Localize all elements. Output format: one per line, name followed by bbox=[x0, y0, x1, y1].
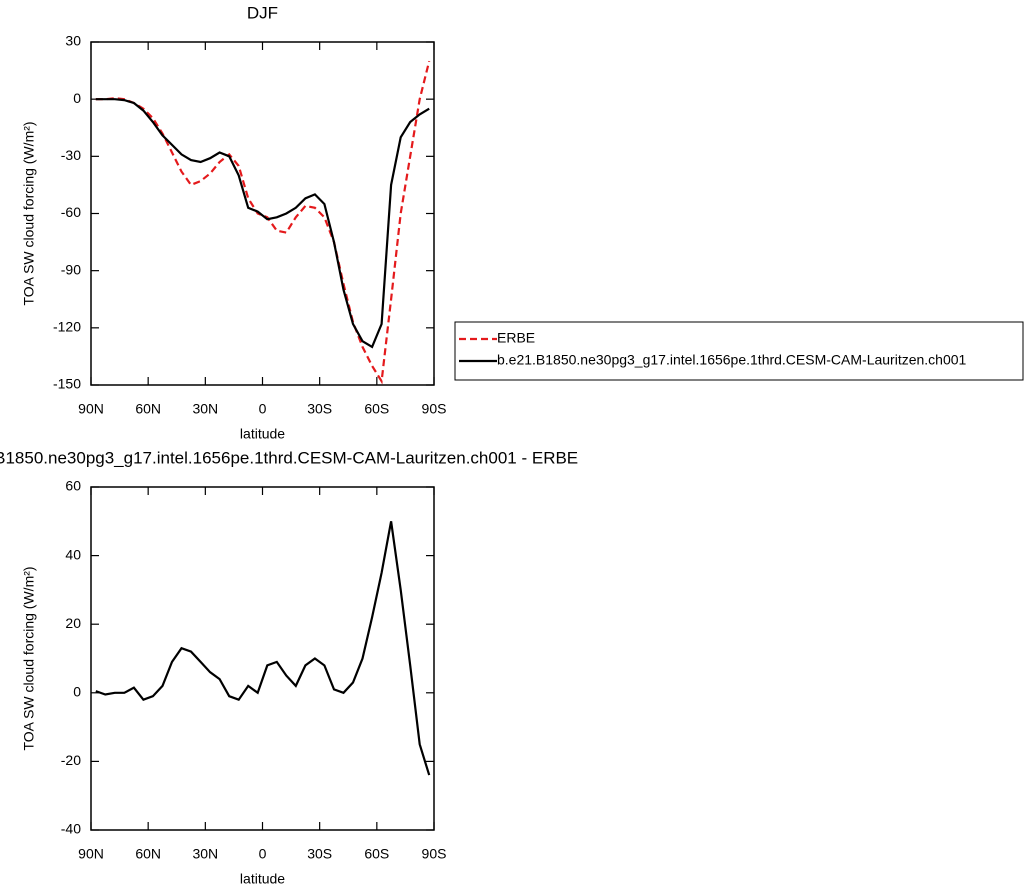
data-line bbox=[95, 521, 431, 776]
x-tick-label: 0 bbox=[259, 401, 267, 417]
x-tick-label: 60N bbox=[135, 401, 161, 417]
x-tick-label: 90S bbox=[422, 401, 447, 417]
y-axis-label: TOA SW cloud forcing (W/m²) bbox=[21, 121, 37, 305]
y-tick-label: -120 bbox=[53, 319, 81, 335]
x-tick-label: 90S bbox=[422, 846, 447, 862]
data-line bbox=[95, 98, 430, 349]
x-tick-label: 60S bbox=[364, 401, 389, 417]
y-tick-label: 20 bbox=[65, 615, 81, 631]
x-tick-label: 90N bbox=[78, 846, 104, 862]
x-tick-label: 60S bbox=[364, 846, 389, 862]
legend-label: ERBE bbox=[497, 330, 535, 346]
y-tick-label: -30 bbox=[61, 147, 81, 163]
x-tick-label: 30N bbox=[192, 401, 218, 417]
y-tick-label: 0 bbox=[73, 90, 81, 106]
data-line bbox=[95, 60, 431, 385]
legend-box bbox=[454, 321, 1024, 381]
y-tick-label: 30 bbox=[65, 33, 81, 49]
chart-title: b.e21.B1850.ne30pg3_g17.intel.1656pe.1th… bbox=[0, 448, 578, 467]
y-tick-label: -150 bbox=[53, 376, 81, 392]
x-tick-label: 30N bbox=[192, 846, 218, 862]
x-tick-label: 90N bbox=[78, 401, 104, 417]
y-tick-label: 60 bbox=[65, 478, 81, 494]
chart-title: DJF bbox=[247, 3, 278, 22]
y-tick-label: -20 bbox=[61, 752, 81, 768]
x-tick-label: 30S bbox=[307, 401, 332, 417]
plot-frame bbox=[90, 41, 435, 386]
x-axis-label: latitude bbox=[240, 871, 285, 887]
legend-label: b.e21.B1850.ne30pg3_g17.intel.1656pe.1th… bbox=[497, 352, 967, 368]
x-tick-label: 60N bbox=[135, 846, 161, 862]
plot-frame bbox=[90, 486, 435, 831]
y-tick-label: 0 bbox=[73, 684, 81, 700]
y-tick-label: -60 bbox=[61, 204, 81, 220]
y-tick-label: 40 bbox=[65, 546, 81, 562]
y-tick-label: -40 bbox=[61, 821, 81, 837]
x-tick-label: 30S bbox=[307, 846, 332, 862]
y-axis-label: TOA SW cloud forcing (W/m²) bbox=[21, 566, 37, 750]
x-tick-label: 0 bbox=[259, 846, 267, 862]
y-tick-label: -90 bbox=[61, 261, 81, 277]
x-axis-label: latitude bbox=[240, 426, 285, 442]
